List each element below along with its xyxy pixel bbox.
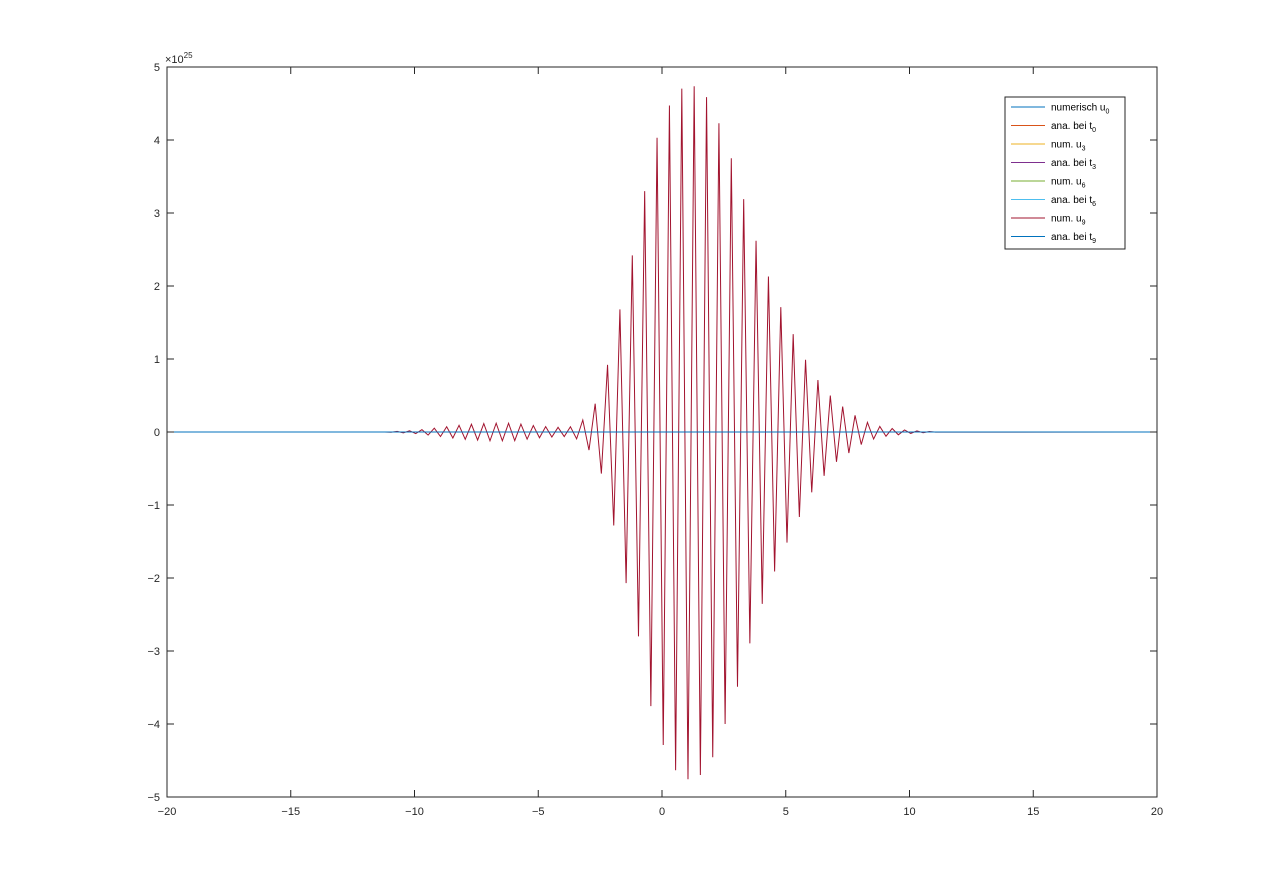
x-tick-label: 0 xyxy=(659,806,665,818)
y-exponent-power: 25 xyxy=(184,51,193,60)
y-tick-label: 1 xyxy=(154,354,160,366)
y-tick-label: 3 xyxy=(154,208,160,220)
y-tick-label: 2 xyxy=(154,281,160,293)
y-exponent-base: ×10 xyxy=(165,54,184,66)
y-exponent-label: ×1025 xyxy=(165,51,193,66)
y-tick-label: 4 xyxy=(154,135,160,147)
legend-entry[interactable]: num. u9 xyxy=(1051,214,1086,227)
legend-entry[interactable]: ana. bei t6 xyxy=(1051,195,1096,208)
x-tick-label: −5 xyxy=(532,806,545,818)
y-tick-label: 5 xyxy=(154,62,160,74)
x-tick-label: −15 xyxy=(281,806,300,818)
legend-entry[interactable]: ana. bei t0 xyxy=(1051,121,1096,134)
svg-text:×1025: ×1025 xyxy=(165,51,193,66)
y-tick-label: −4 xyxy=(147,719,160,731)
y-tick-label: −3 xyxy=(147,646,160,658)
x-tick-label: −10 xyxy=(405,806,424,818)
y-tick-label: −5 xyxy=(147,792,160,804)
series-layer xyxy=(167,86,1158,780)
legend[interactable]: numerisch u0 ana. bei t0 num. u3 ana. bei t… xyxy=(1004,96,1126,250)
x-tick-label: 20 xyxy=(1151,806,1163,818)
y-tick-label: 0 xyxy=(154,427,160,439)
legend-entry[interactable]: numerisch u0 xyxy=(1051,103,1109,116)
legend-entry[interactable]: num. u6 xyxy=(1051,177,1086,190)
legend-box xyxy=(1004,96,1126,250)
legend-entry[interactable]: ana. bei t9 xyxy=(1051,232,1096,245)
legend-entry[interactable]: ana. bei t3 xyxy=(1051,158,1096,171)
x-tick-label: 10 xyxy=(903,806,915,818)
legend-entry[interactable]: num. u3 xyxy=(1051,140,1086,153)
x-tick-label: 5 xyxy=(783,806,789,818)
y-tick-label: −2 xyxy=(147,573,160,585)
x-tick-label: 15 xyxy=(1027,806,1039,818)
series-line-6 xyxy=(167,86,1158,780)
y-tick-label: −1 xyxy=(147,500,160,512)
x-tick-label: −20 xyxy=(158,806,177,818)
